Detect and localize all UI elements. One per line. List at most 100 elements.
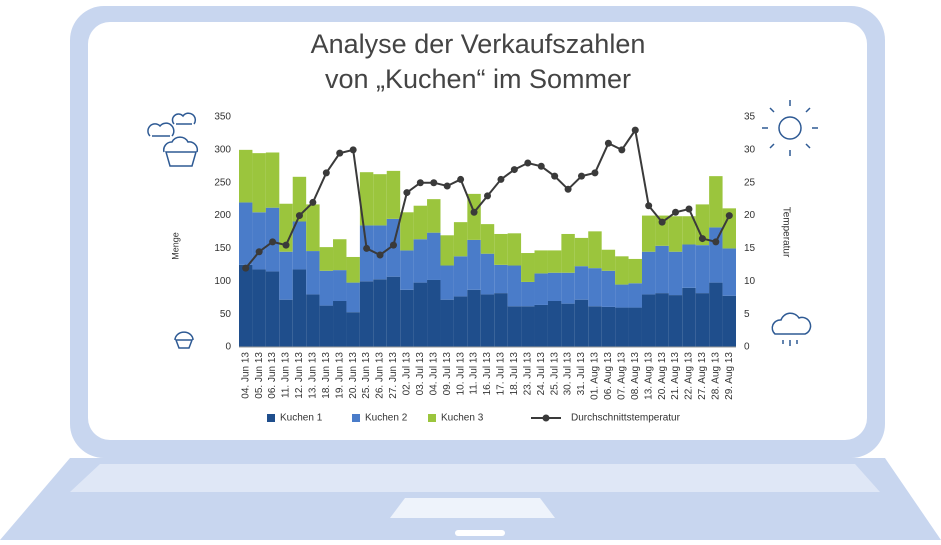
bar [427, 280, 440, 347]
x-tick-label: 30. Jul 13 [563, 352, 574, 396]
bar [414, 239, 427, 282]
line-point [605, 140, 612, 147]
x-tick-label: 04. Jun 13 [240, 352, 251, 399]
bar [669, 252, 682, 295]
bar [535, 250, 548, 273]
bar [320, 271, 333, 306]
line-point [309, 199, 316, 206]
bar [252, 212, 265, 269]
bar [440, 235, 453, 265]
bar [508, 306, 521, 347]
x-tick-label: 13. Jun 13 [308, 352, 319, 399]
line-point [471, 209, 478, 216]
y-tick-label: 150 [214, 243, 231, 254]
legend-marker [543, 415, 550, 422]
notch [455, 530, 505, 536]
x-tick-label: 07. Aug 13 [616, 352, 627, 400]
y2-tick-label: 25 [744, 177, 756, 188]
bar [440, 300, 453, 347]
bar [360, 281, 373, 347]
bar [494, 293, 507, 347]
x-tick-label: 08. Aug 13 [630, 352, 641, 400]
y-tick-label: 300 [214, 144, 231, 155]
bar [293, 221, 306, 269]
line-point [350, 146, 357, 153]
x-tick-label: 18. Jun 13 [321, 352, 332, 399]
bar [387, 171, 400, 219]
y-tick-label: 250 [214, 177, 231, 188]
bar [252, 153, 265, 212]
bar [346, 312, 359, 347]
bar [320, 247, 333, 271]
x-tick-label: 11. Jul 13 [469, 352, 480, 395]
line-point [336, 150, 343, 157]
line-point [377, 252, 384, 259]
bar [427, 233, 440, 280]
bar [293, 269, 306, 347]
x-tick-label: 01. Aug 13 [590, 352, 601, 400]
y2-tick-label: 0 [744, 342, 750, 353]
bar [427, 199, 440, 233]
x-tick-label: 24. Jul 13 [536, 352, 547, 396]
bar [333, 239, 346, 270]
y-tick-label: 200 [214, 210, 231, 221]
bar [696, 245, 709, 293]
x-tick-label: 17. Jul 13 [496, 352, 507, 396]
bar [629, 283, 642, 307]
bar [682, 244, 695, 287]
x-tick-label: 11. Jun 13 [281, 352, 292, 398]
x-tick-label: 21. Aug 13 [670, 352, 681, 400]
x-tick-label: 06. Aug 13 [603, 352, 614, 400]
bar [548, 301, 561, 347]
bar [709, 227, 722, 282]
line-point [672, 209, 679, 216]
x-tick-label: 09. Jul 13 [442, 352, 453, 396]
bar [400, 212, 413, 250]
bar [642, 252, 655, 295]
bar [252, 269, 265, 347]
x-tick-label: 31. Jul 13 [576, 352, 587, 396]
bar [414, 206, 427, 240]
line-point [283, 242, 290, 249]
line-point [417, 179, 424, 186]
y2-tick-label: 15 [744, 243, 756, 254]
line-point [403, 189, 410, 196]
bar [642, 294, 655, 347]
bar [387, 277, 400, 347]
legend-swatch [267, 414, 275, 422]
x-tick-label: 06. Jun 13 [267, 352, 278, 399]
line-point [578, 173, 585, 180]
line-point [551, 173, 558, 180]
x-tick-label: 20. Jun 13 [348, 352, 359, 399]
y2-tick-label: 30 [744, 144, 756, 155]
bar [669, 216, 682, 251]
line-point [390, 242, 397, 249]
bar [561, 273, 574, 304]
x-tick-label: 02. Jul 13 [402, 352, 413, 396]
bar [629, 308, 642, 347]
bar [239, 202, 252, 264]
chart-title: Analyse der Verkaufszahlen [311, 29, 646, 59]
x-tick-label: 27. Aug 13 [697, 352, 708, 400]
bar [575, 266, 588, 300]
x-tick-label: 05. Jun 13 [254, 352, 265, 399]
line-point [618, 146, 625, 153]
bar [575, 238, 588, 266]
x-tick-label: 28. Aug 13 [710, 352, 721, 400]
bar [548, 273, 561, 301]
x-tick-label: 26. Jun 13 [375, 352, 386, 399]
line-point [511, 166, 518, 173]
bar [279, 252, 292, 300]
bar [346, 283, 359, 313]
x-tick-label: 25. Jun 13 [361, 352, 372, 399]
y-tick-label: 100 [214, 276, 231, 287]
legend-label: Durchschnittstemperatur [571, 413, 681, 424]
legend-label: Kuchen 2 [365, 413, 408, 424]
line-point [497, 176, 504, 183]
bar [239, 150, 252, 203]
bar [508, 266, 521, 307]
laptop-chart: Analyse der Verkaufszahlen von „Kuchen“ … [0, 0, 941, 540]
bar [320, 306, 333, 347]
bar [615, 308, 628, 347]
bar [440, 266, 453, 300]
